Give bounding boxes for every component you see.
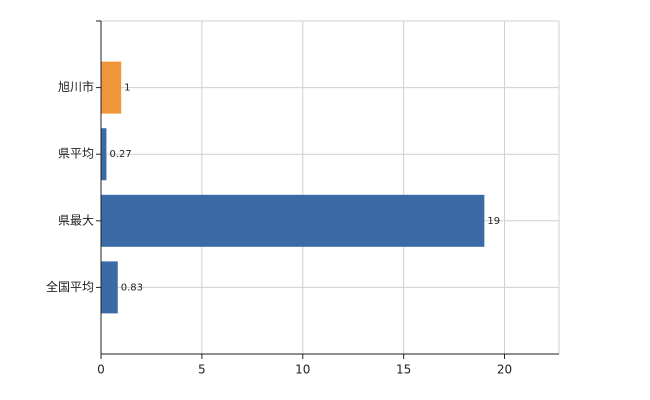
- value-label: 0.27: [109, 149, 131, 160]
- value-label: 1: [124, 83, 130, 94]
- x-tick-label: 0: [97, 363, 105, 377]
- y-tick-label: 県最大: [58, 213, 94, 227]
- bar: [101, 128, 107, 181]
- value-label: 0.83: [121, 282, 143, 293]
- bar: [101, 261, 118, 314]
- x-tick-label: 10: [295, 363, 310, 377]
- y-tick-label: 全国平均: [46, 279, 94, 294]
- y-tick-label: 県平均: [58, 147, 94, 161]
- bar: [101, 194, 485, 247]
- x-tick-label: 15: [396, 363, 411, 377]
- x-tick-label: 20: [497, 363, 512, 377]
- value-label: 19: [487, 216, 500, 227]
- y-tick-label: 旭川市: [58, 79, 94, 94]
- x-tick-label: 5: [198, 363, 206, 377]
- bar: [101, 61, 122, 114]
